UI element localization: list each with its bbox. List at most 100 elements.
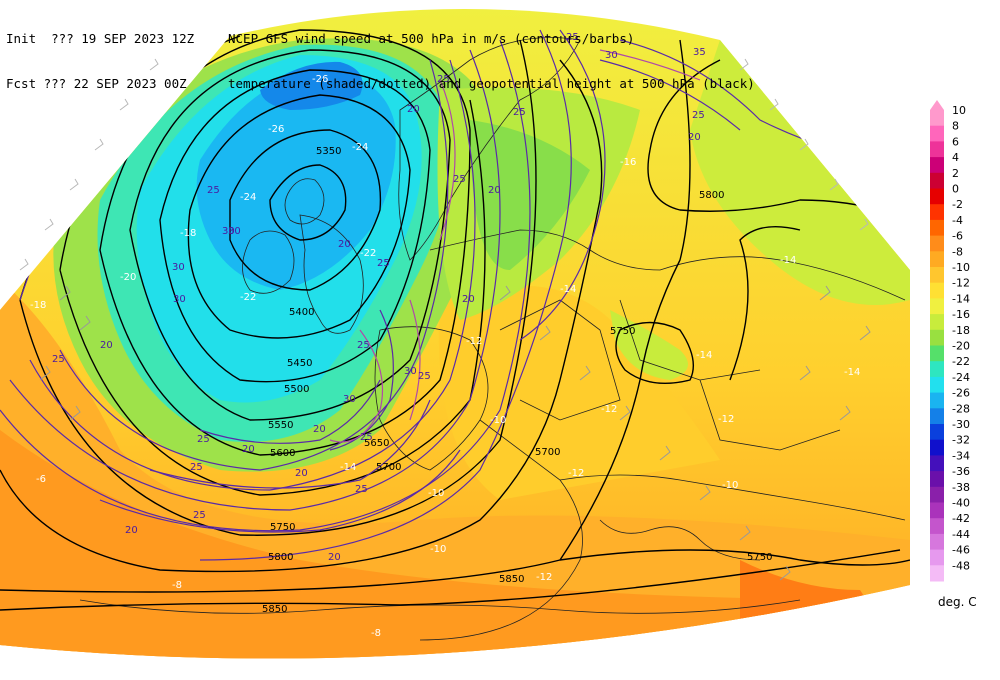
wind-label: 25 [453, 174, 466, 185]
forecast-time: Fcst ??? 22 SEP 2023 00Z [6, 76, 187, 91]
legend-label: -2 [952, 198, 963, 211]
legend-swatch [930, 298, 944, 315]
temp-label: -26 [268, 124, 284, 135]
height-label: 5750 [747, 552, 772, 563]
color-legend: 10 8 6 4 2 0 -2 -4 -6 -8 -10 -12 -14 -16 -18 -20 -22 -24 -… [928, 100, 1000, 620]
height-label: 5450 [287, 358, 312, 369]
legend-swatch [930, 424, 944, 441]
wind-label: 20 [338, 239, 351, 250]
outer-wind-barbs [19, 58, 869, 271]
temperature-labels: -26 -26 -24 -22 -20 -18 -16 -14 -12 -14 … [30, 74, 860, 663]
legend-swatch [930, 110, 944, 127]
wind-label: 30 [404, 366, 417, 377]
legend-label: -8 [952, 245, 963, 258]
legend-label: -18 [952, 324, 970, 337]
wind-labels: 25 20 25 30 35 25 30 25 20 25 20 25 30 2… [52, 32, 706, 563]
height-label: 5350 [316, 146, 341, 157]
legend-swatch [930, 282, 944, 299]
temp-label: -22 [360, 248, 376, 259]
wind-label: 25 [692, 110, 705, 121]
wind-label: 25 [566, 32, 579, 43]
wind-label: 25 [377, 258, 390, 269]
wind-label: 20 [125, 525, 138, 536]
temp-label: -18 [30, 300, 46, 311]
wind-label: 30 [222, 226, 235, 237]
temp-label: -16 [620, 157, 636, 168]
legend-label: -46 [952, 544, 970, 557]
height-label: 5700 [535, 447, 560, 458]
wind-label: 25 [357, 340, 370, 351]
legend-label: -26 [952, 387, 970, 400]
temp-label: -12 [718, 414, 734, 425]
height-label: 5400 [289, 307, 314, 318]
wind-label: 20 [242, 444, 255, 455]
wind-label: 20 [488, 185, 501, 196]
legend-swatch [930, 188, 944, 205]
legend-colorbar: 10 8 6 4 2 0 -2 -4 -6 -8 -10 -12 -14 -16 -18 -20 -22 -24 -… [930, 100, 970, 582]
temp-label: -14 [340, 462, 356, 473]
legend-swatch [930, 549, 944, 566]
legend-swatch [930, 439, 944, 456]
wind-label: 25 [355, 484, 368, 495]
legend-swatch [930, 502, 944, 519]
temp-label: -10 [520, 652, 536, 663]
legend-label: -42 [952, 512, 970, 525]
legend-swatch [930, 518, 944, 535]
wind-label: 25 [418, 371, 431, 382]
map-subtitle: temperature (shaded/dotted) and geopoten… [228, 76, 755, 91]
coastlines [79, 37, 906, 641]
legend-label: -14 [952, 292, 970, 305]
temp-label: -24 [352, 142, 368, 153]
legend-label: -48 [952, 559, 970, 572]
wind-label: 20 [462, 294, 475, 305]
legend-label: 8 [952, 120, 959, 133]
temp-label: -10 [430, 544, 446, 555]
temp-label: -14 [780, 255, 796, 266]
wind-label: 25 [207, 185, 220, 196]
map-title: NCEP GFS wind speed at 500 hPa in m/s (c… [228, 31, 635, 46]
legend-arrow-icon [930, 100, 944, 110]
legend-swatch [930, 392, 944, 409]
temp-label: -12 [466, 336, 482, 347]
legend-label: -24 [952, 371, 970, 384]
temp-label: -14 [696, 350, 712, 361]
legend-swatch [930, 141, 944, 158]
temp-label: -22 [240, 292, 256, 303]
legend-swatch [930, 251, 944, 268]
wind-barbs [39, 285, 871, 581]
wind-label: 30 [343, 394, 356, 405]
wind-label: 25 [513, 107, 526, 118]
legend-swatch [930, 486, 944, 503]
temp-label: -14 [560, 284, 576, 295]
temp-label: -6 [756, 620, 766, 631]
legend-label: -4 [952, 214, 963, 227]
wind-label: 30 [172, 262, 185, 273]
wind-label: 25 [197, 434, 210, 445]
legend-swatch [930, 314, 944, 331]
height-label: 5600 [270, 448, 295, 459]
legend-swatch [930, 533, 944, 551]
legend-label: -10 [952, 261, 970, 274]
legend-swatch [930, 455, 944, 472]
legend-label: -22 [952, 355, 970, 368]
legend-label: -34 [952, 449, 970, 462]
wind-label: 20 [328, 552, 341, 563]
height-label: 5850 [262, 604, 287, 615]
height-label: 5500 [284, 384, 309, 395]
legend-label: -28 [952, 402, 970, 415]
wind-label: 20 [688, 132, 701, 143]
height-label: 5800 [699, 190, 724, 201]
legend-label: 10 [952, 104, 966, 117]
wind-label: 20 [407, 104, 420, 115]
temp-label: -8 [172, 580, 182, 591]
init-time: Init ??? 19 SEP 2023 12Z [6, 31, 195, 46]
legend-label: -38 [952, 481, 970, 494]
legend-swatch [930, 329, 944, 346]
temp-label: -12 [536, 572, 552, 583]
legend-label: 0 [952, 183, 959, 196]
temp-label: -14 [844, 367, 860, 378]
temp-label: -24 [240, 192, 256, 203]
wind-label: 35 [693, 47, 706, 58]
legend-unit: deg. C [938, 595, 977, 609]
legend-label: -6 [952, 230, 963, 243]
